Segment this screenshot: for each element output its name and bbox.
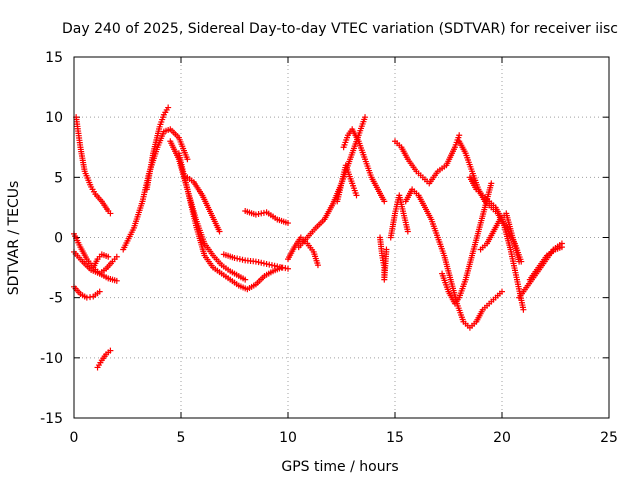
data-point [252,211,259,218]
x-tick-labels: 0 5 10 15 20 25 [70,430,618,446]
data-point-fill [87,294,94,301]
series-track-03 [71,248,120,284]
x-tick-label: 5 [177,430,186,446]
y-tick-label: 5 [54,170,63,186]
data-point-fill [258,210,265,217]
chart-title: Day 240 of 2025, Sidereal Day-to-day VTE… [62,21,618,37]
grid-lines [74,57,609,418]
data-point [105,253,112,260]
x-tick-label: 0 [70,430,79,446]
data-point-fill [255,259,262,266]
data-point [96,288,103,295]
data-point [263,260,270,267]
y-tick-label: -10 [40,351,63,367]
data-point-fill [268,262,275,269]
x-axis-label: GPS time / hours [281,459,398,475]
x-tick-label: 10 [279,430,297,446]
y-tick-label: -15 [40,411,63,427]
data-point [404,228,411,235]
x-tick-label: 15 [386,430,404,446]
data-point-fill [282,265,289,272]
data-point [113,277,120,284]
series-track-11 [184,174,223,235]
series-track-25 [477,210,523,265]
y-axis-label: SDTVAR / TECUs [6,181,22,296]
data-point [252,258,259,265]
y-tick-label: 0 [54,231,63,247]
series-track-06 [94,347,114,371]
data-point [107,347,114,354]
data-point [107,210,114,217]
y-tick-label: -5 [49,291,63,307]
y-tick-label: 15 [45,50,63,66]
data-point [231,254,238,261]
data-point [488,180,495,187]
data-point [216,228,223,235]
series-track-16 [340,126,388,205]
data-point-fill [258,259,265,266]
data-point [362,114,369,121]
data-point-fill [255,211,262,218]
data-point [165,104,172,111]
series-track-21 [402,186,505,331]
data-point-fill [266,261,273,268]
data-points [71,104,565,371]
data-point [520,306,527,313]
series-track-05 [90,251,112,271]
data-point [113,253,120,260]
series-track-18 [377,234,390,283]
series-track-02 [71,230,120,277]
data-point [381,198,388,205]
series-track-19 [387,192,411,241]
data-point [274,263,281,270]
data-point [383,246,390,253]
data-point [184,156,191,163]
y-tick-label: 10 [45,110,63,126]
data-point [516,258,523,265]
data-point-fill [276,263,283,270]
series-track-10 [175,150,285,293]
data-point [558,244,565,251]
data-point-fill [239,256,246,263]
series-track-01 [73,114,114,217]
data-point [353,192,360,199]
series-track-13 [242,208,291,227]
data-point [285,220,291,227]
series-track-20 [392,132,463,187]
data-point [499,288,505,295]
series-track-17 [334,162,360,205]
x-tick-label: 20 [493,430,511,446]
plot-frame [73,56,610,419]
data-point [285,265,291,272]
data-point [242,276,249,283]
x-tick-label: 25 [600,430,618,446]
data-point [83,294,90,301]
series-track-27 [526,244,565,283]
data-point-fill [271,262,278,269]
data-point-fill [260,209,267,216]
data-point-fill [260,260,267,267]
data-point [456,132,463,139]
y-tick-labels: -15 -10 -5 0 5 10 15 [40,50,63,427]
data-point [314,262,321,269]
data-point-fill [234,255,241,262]
series-track-12 [220,251,291,272]
series-track-08 [143,104,172,193]
data-point-fill [279,264,286,271]
data-point-fill [236,256,243,263]
